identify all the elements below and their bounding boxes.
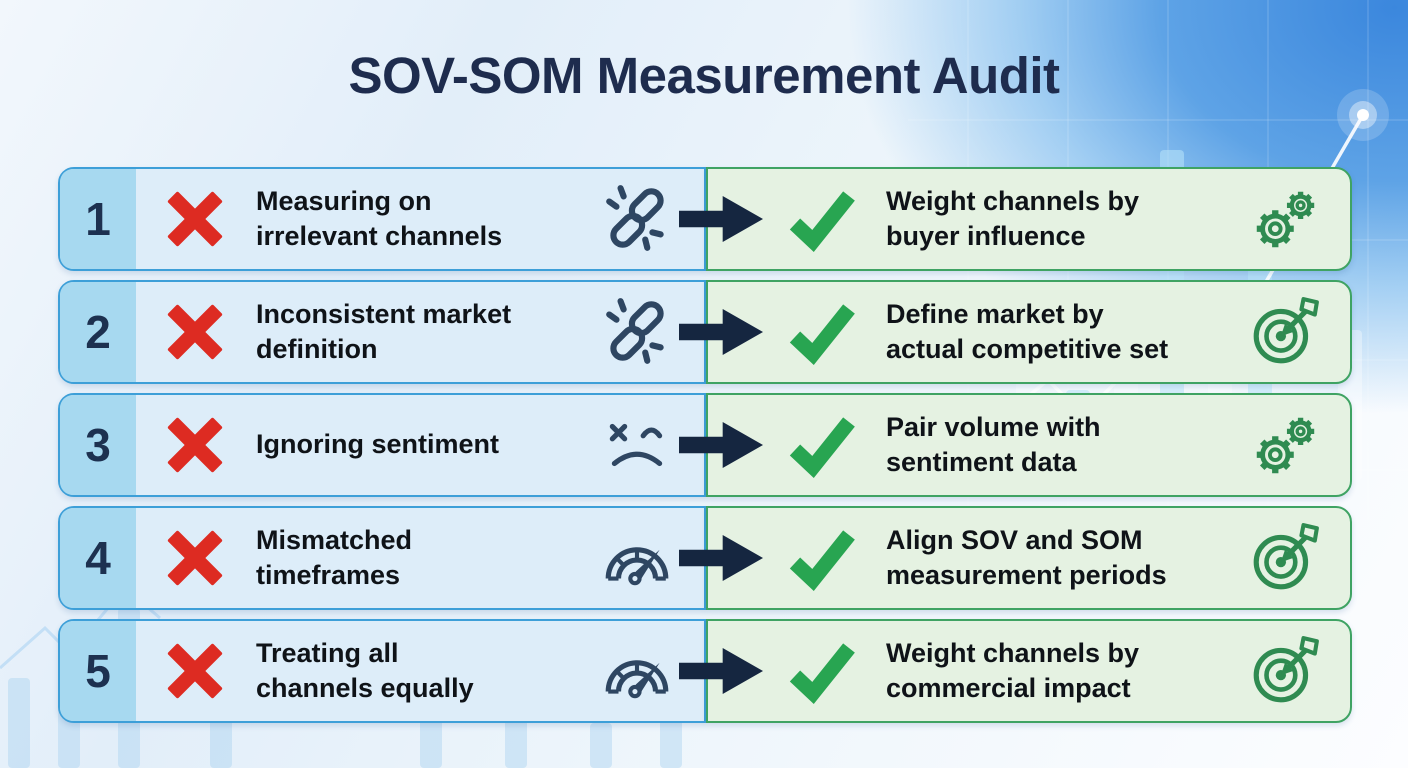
check-icon xyxy=(786,522,858,594)
x-icon xyxy=(162,186,228,252)
target-icon xyxy=(1248,634,1322,708)
audit-row-2: 2 Inconsistent market definition Define … xyxy=(58,280,1352,384)
solution-text: Pair volume with sentiment data xyxy=(886,411,1101,477)
solution-text: Define market by actual competitive set xyxy=(886,298,1169,364)
gauge-icon xyxy=(600,527,674,589)
solution-text: Weight channels by commercial impact xyxy=(886,637,1140,703)
solution-card: Pair volume with sentiment data xyxy=(706,393,1352,497)
audit-row-3: 3 Ignoring sentiment Pair volume with se… xyxy=(58,393,1352,497)
audit-row-1: 1 Measuring on irrelevant channels Weigh… xyxy=(58,167,1352,271)
problem-text: Mismatched timeframes xyxy=(256,524,413,590)
x-icon xyxy=(162,299,228,365)
gauge-icon xyxy=(600,640,674,702)
check-icon xyxy=(786,635,858,707)
check-icon xyxy=(786,409,858,481)
problem-text: Measuring on irrelevant channels xyxy=(256,185,503,251)
sad-face-icon xyxy=(600,416,674,474)
row-number-badge: 5 xyxy=(60,621,136,721)
x-icon xyxy=(162,638,228,704)
gears-icon xyxy=(1248,408,1322,482)
gears-icon xyxy=(1248,182,1322,256)
problem-text: Treating all channels equally xyxy=(256,637,474,703)
row-number: 5 xyxy=(85,645,111,697)
problem-card: 2 Inconsistent market definition xyxy=(58,280,706,384)
check-icon xyxy=(786,183,858,255)
problem-card: 3 Ignoring sentiment xyxy=(58,393,706,497)
audit-row-5: 5 Treating all channels equally Weight c… xyxy=(58,619,1352,723)
row-number: 3 xyxy=(85,419,111,471)
row-number-badge: 4 xyxy=(60,508,136,608)
solution-text: Weight channels by buyer influence xyxy=(886,185,1140,251)
row-number: 1 xyxy=(85,193,111,245)
broken-link-icon xyxy=(600,182,674,256)
audit-row-4: 4 Mismatched timeframes Align SOV and SO… xyxy=(58,506,1352,610)
row-number: 2 xyxy=(85,306,111,358)
x-icon xyxy=(162,412,228,478)
row-number-badge: 2 xyxy=(60,282,136,382)
solution-card: Weight channels by commercial impact xyxy=(706,619,1352,723)
problem-card: 5 Treating all channels equally xyxy=(58,619,706,723)
x-icon xyxy=(162,525,228,591)
problem-card: 1 Measuring on irrelevant channels xyxy=(58,167,706,271)
problem-text: Ignoring sentiment xyxy=(256,429,499,460)
broken-link-icon xyxy=(600,295,674,369)
page-title: SOV-SOM Measurement Audit xyxy=(348,47,1060,104)
problem-card: 4 Mismatched timeframes xyxy=(58,506,706,610)
solution-card: Define market by actual competitive set xyxy=(706,280,1352,384)
row-number-badge: 1 xyxy=(60,169,136,269)
target-icon xyxy=(1248,521,1322,595)
row-number-badge: 3 xyxy=(60,395,136,495)
audit-rows: 1 Measuring on irrelevant channels Weigh… xyxy=(0,167,1408,723)
check-icon xyxy=(786,296,858,368)
row-number: 4 xyxy=(85,532,111,584)
problem-text: Inconsistent market definition xyxy=(256,298,512,364)
solution-text: Align SOV and SOM measurement periods xyxy=(886,524,1167,590)
solution-card: Align SOV and SOM measurement periods xyxy=(706,506,1352,610)
solution-card: Weight channels by buyer influence xyxy=(706,167,1352,271)
target-icon xyxy=(1248,295,1322,369)
